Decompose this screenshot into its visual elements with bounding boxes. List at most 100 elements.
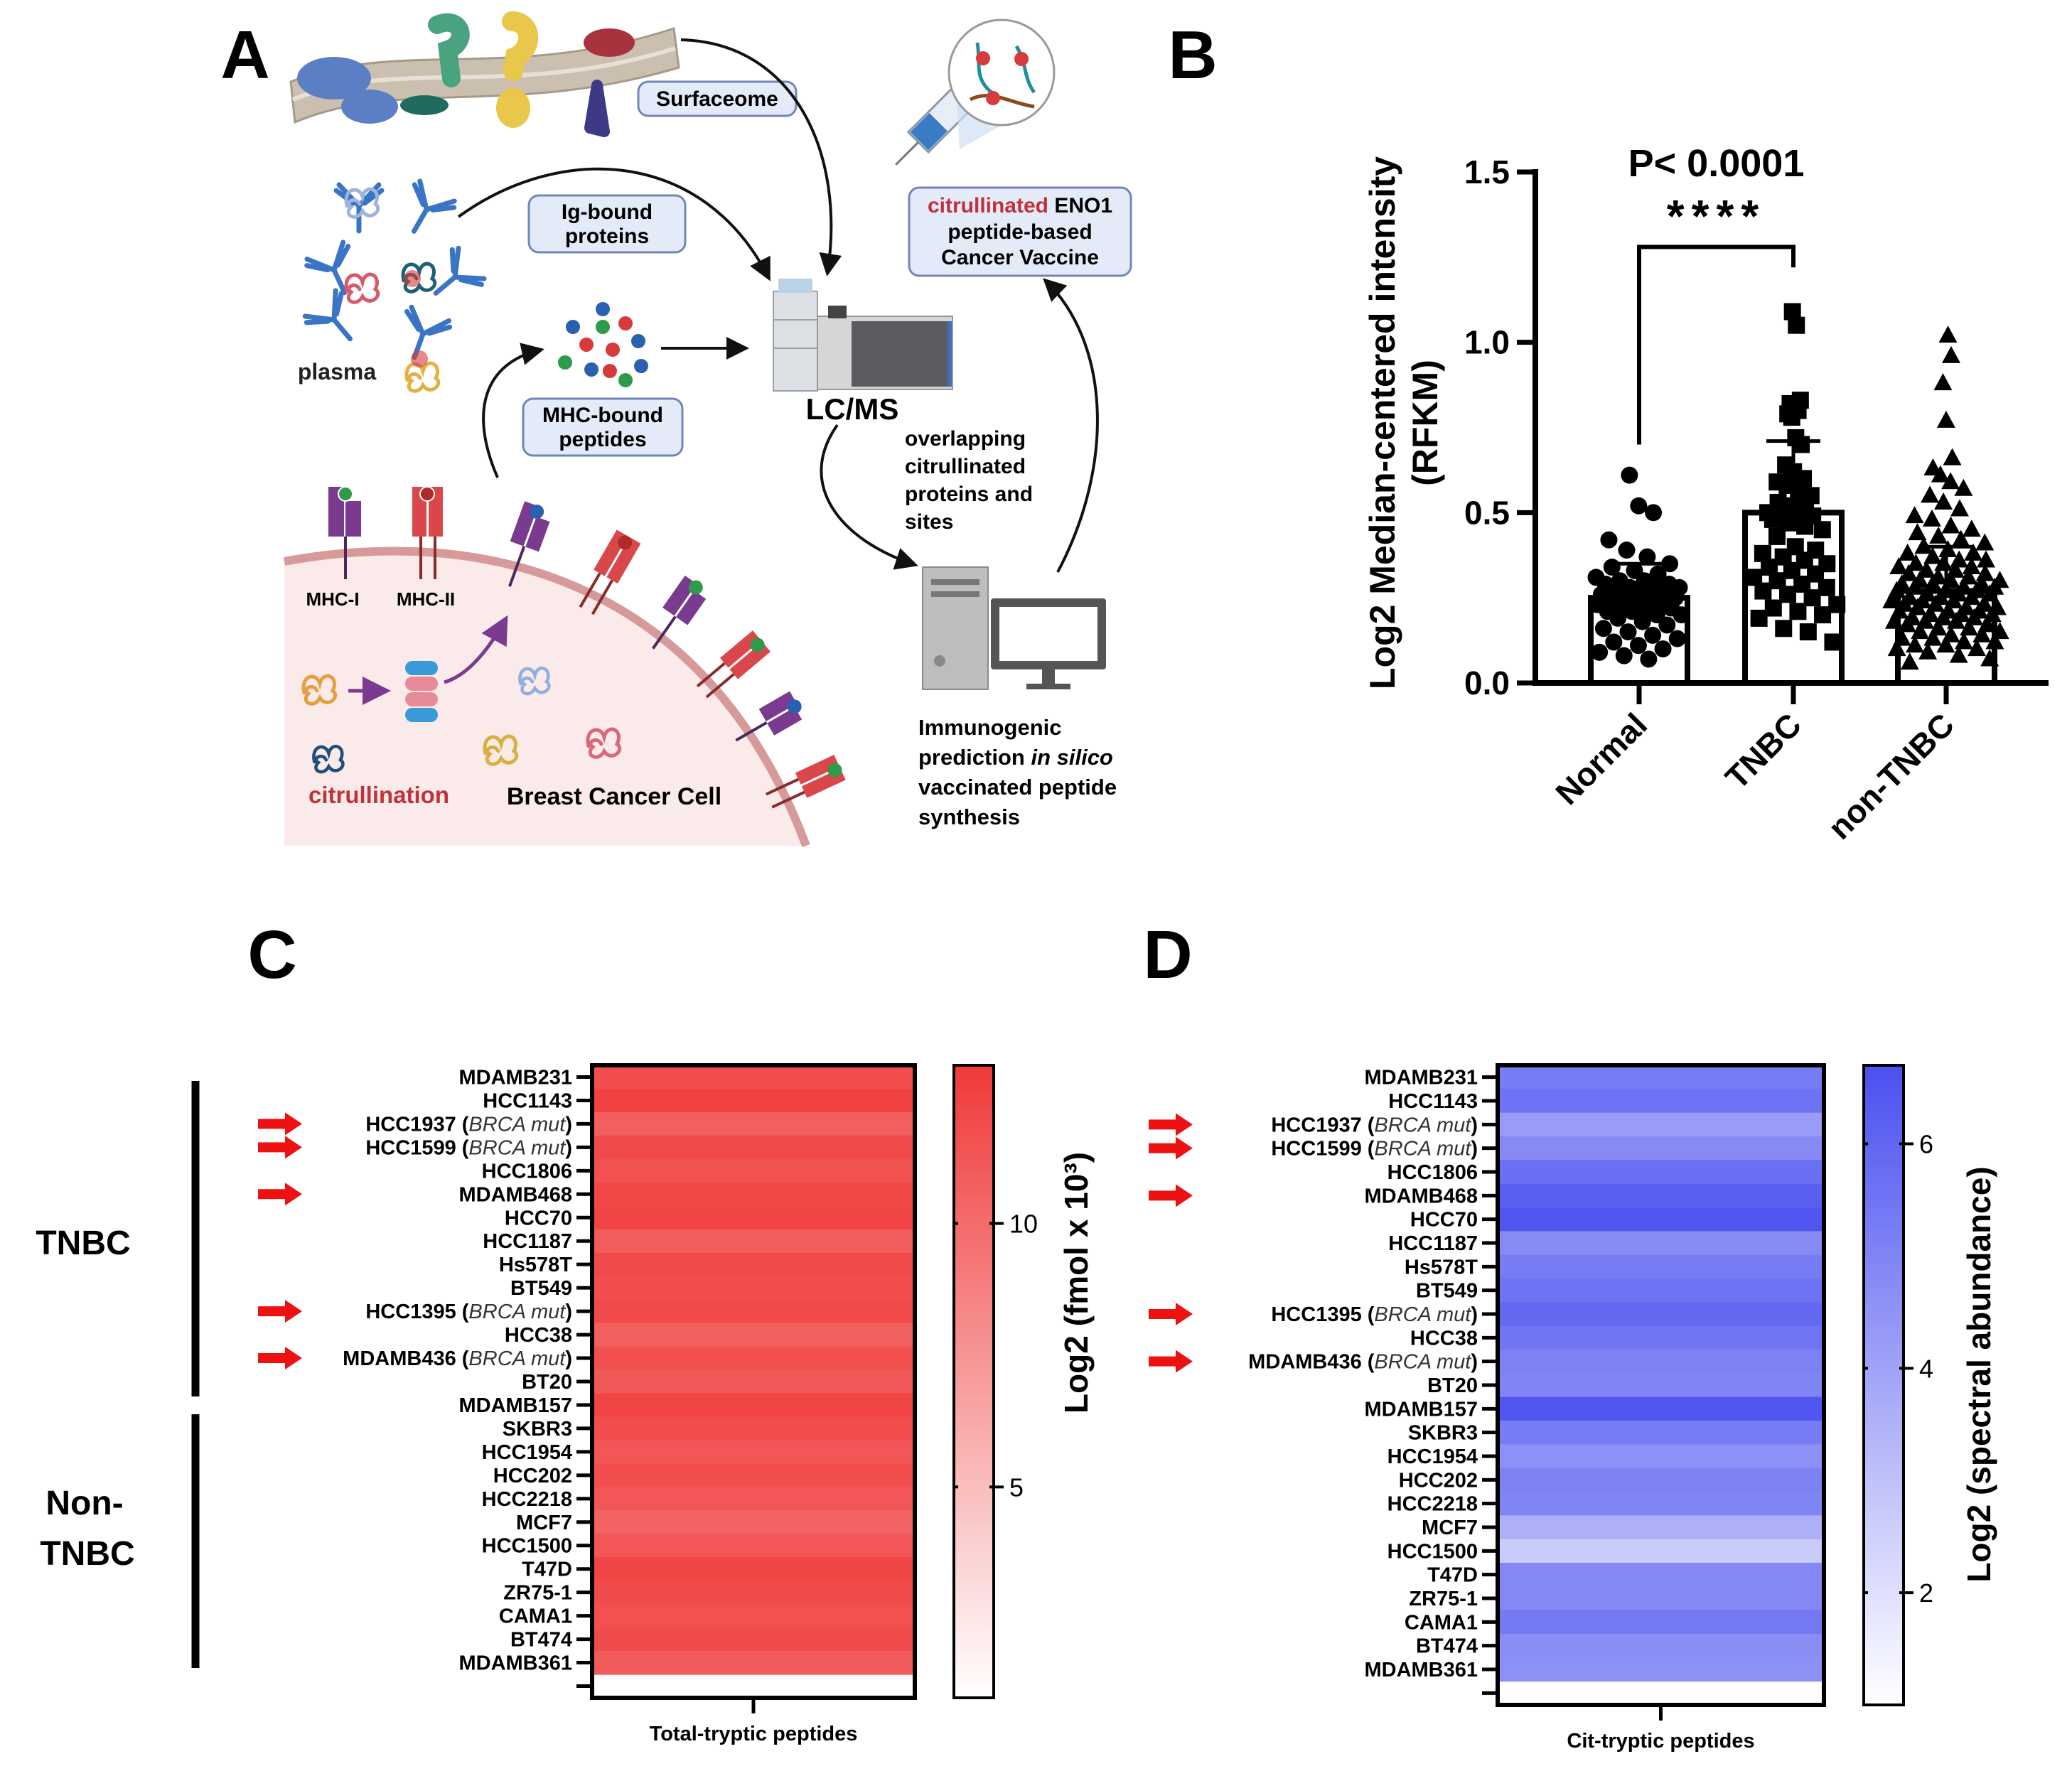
- data-point: [1818, 578, 1835, 596]
- row-label-name: MDAMB231: [458, 1066, 572, 1089]
- row-label: MDAMB468: [458, 1183, 572, 1206]
- data-point: [1934, 492, 1953, 510]
- tnbc-group-label: TNBC: [36, 1224, 130, 1262]
- intracellular-proteins-illustration: [304, 615, 620, 772]
- data-point: [1950, 499, 1969, 517]
- row-label-name: Hs578T: [499, 1254, 572, 1276]
- panel-label-c: C: [247, 917, 296, 993]
- row-label-name: HCC1143: [483, 1089, 572, 1112]
- row-label-name: MDAMB468: [458, 1183, 572, 1206]
- row-label-annotation: BRCA mut: [1374, 1114, 1472, 1136]
- row-label-annotation: BRCA mut: [468, 1136, 567, 1159]
- heatmap-cell: [592, 1651, 915, 1675]
- data-point: [1936, 410, 1955, 428]
- row-label-annotation: BRCA mut: [468, 1347, 567, 1370]
- data-point: [1828, 596, 1846, 613]
- row-label: HCC1143: [483, 1089, 572, 1112]
- data-point: [1591, 643, 1609, 661]
- data-point: [1796, 517, 1814, 535]
- row-label: HCC70: [505, 1207, 572, 1229]
- mhc-i-label: MHC-I: [306, 588, 359, 610]
- immunogenic-text-line2: prediction in silico: [918, 745, 1113, 770]
- data-point: [1884, 611, 1904, 629]
- data-point: [1946, 611, 1965, 629]
- vaccine-label-line1: citrullinated ENO1: [928, 194, 1112, 217]
- overlapping-text-line2: citrullinated: [905, 455, 1026, 478]
- row-label: MDAMB231: [458, 1066, 572, 1089]
- data-point: [1615, 647, 1633, 664]
- x-tick-label: non-TNBC: [1821, 706, 1962, 846]
- significance-bracket: [1637, 244, 1795, 445]
- immunogenic-text-line3: vaccinated peptide: [918, 775, 1117, 800]
- panel-b-bar-scatter-chart: 0.0 0.5 1.0 1.5 Normal TNBC non-TNBC Log2 Media…: [1363, 142, 2049, 846]
- row-label-name: HCC1143: [1388, 1090, 1478, 1113]
- data-point: [1933, 373, 1953, 391]
- heatmap-cell: [592, 1111, 915, 1136]
- data-point: [1658, 616, 1676, 634]
- row-label: HCC1187: [483, 1230, 572, 1253]
- row-label: HCC1806: [482, 1160, 572, 1183]
- data-point: [1980, 649, 1999, 667]
- data-point: [1931, 465, 1950, 483]
- colorbar-title: Log2 (spectral abundance): [1960, 1166, 1997, 1582]
- heatmap-cell: [1498, 1539, 1824, 1563]
- row-label-name: MDAMB157: [1364, 1398, 1478, 1421]
- row-label-name: HCC2218: [482, 1488, 572, 1511]
- data-point: [1941, 516, 1960, 534]
- heatmap-cell: [1498, 1634, 1824, 1658]
- panel-label-a: A: [220, 17, 269, 93]
- data-point: [1799, 623, 1817, 641]
- y-tick-label: 0.5: [1464, 494, 1510, 531]
- row-label-name: BT474: [510, 1629, 572, 1652]
- vaccine-box: [908, 186, 1132, 277]
- row-label: BT474: [1416, 1635, 1478, 1658]
- row-label: MDAMB361: [1364, 1659, 1478, 1681]
- heatmap-cell: [592, 1369, 915, 1394]
- heatmap-cell: [592, 1440, 915, 1464]
- data-point: [1985, 632, 2004, 650]
- row-label: HCC1187: [1388, 1232, 1478, 1255]
- row-label: HCC1395 (BRCA mut): [1271, 1303, 1478, 1326]
- heatmap-cell: [592, 1088, 915, 1113]
- data-point: [1898, 615, 1917, 632]
- row-label: ZR75-1: [1409, 1588, 1478, 1610]
- highlight-arrow-icon: [1149, 1113, 1193, 1136]
- data-point: [1750, 609, 1768, 627]
- row-label-name: HCC1806: [482, 1160, 572, 1183]
- row-label-name: MDAMB231: [1364, 1067, 1478, 1089]
- row-label-name: HCC1937: [365, 1113, 456, 1136]
- row-label: BT474: [510, 1629, 572, 1652]
- mhc-peptides-dots: [558, 302, 648, 387]
- data-point: [1908, 523, 1927, 541]
- arrow-cell-to-peptides: [482, 343, 544, 478]
- plasma-label: plasma: [298, 359, 376, 384]
- mhc-ii-receptor-icon: [412, 486, 443, 579]
- row-label-name: HCC70: [505, 1207, 572, 1229]
- highlight-arrow-icon: [258, 1136, 302, 1159]
- immunogenic-text-line4: synthesis: [918, 804, 1020, 829]
- row-label: BT549: [1416, 1280, 1478, 1303]
- heatmap-cell: [592, 1205, 915, 1230]
- row-label-name: HCC1954: [482, 1441, 572, 1464]
- y-tick-label: 1.0: [1464, 324, 1510, 361]
- data-point: [1668, 630, 1686, 647]
- data-point: [1905, 506, 1924, 524]
- row-label-paren: (: [1362, 1138, 1375, 1161]
- highlight-arrow-icon: [258, 1347, 302, 1370]
- data-point: [1645, 504, 1663, 522]
- heatmap-cell: [1498, 1657, 1824, 1682]
- mhc-bound-box: [522, 397, 684, 457]
- heatmap-cell: [592, 1604, 915, 1628]
- immunogenic-text-prediction: prediction: [918, 745, 1031, 770]
- y-tick-label: 1.5: [1464, 154, 1510, 190]
- row-label-name: SKBR3: [1408, 1422, 1478, 1445]
- row-label-name: HCC38: [505, 1324, 572, 1347]
- row-label: HCC70: [1410, 1209, 1478, 1232]
- overlapping-text-line3: proteins and: [905, 483, 1033, 506]
- colorbar-tick-label: 2: [1919, 1578, 1933, 1608]
- row-label: HCC38: [505, 1324, 572, 1347]
- data-point: [1949, 645, 1968, 663]
- row-label: HCC1599 (BRCA mut): [1271, 1138, 1478, 1161]
- row-label-name: HCC70: [1410, 1209, 1478, 1232]
